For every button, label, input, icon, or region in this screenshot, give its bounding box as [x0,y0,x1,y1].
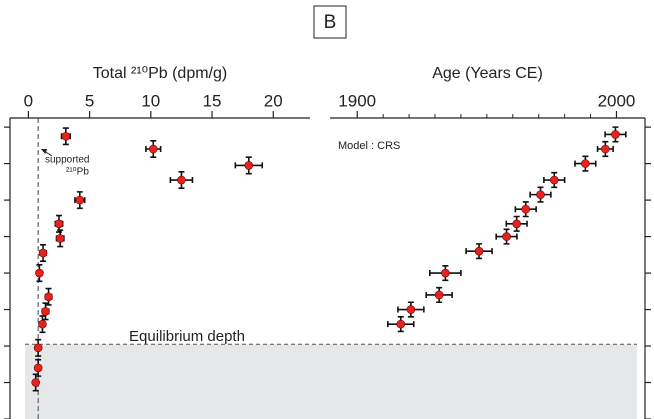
x-axis-title: Age (Years CE) [432,65,543,82]
x-tick-label: 2000 [598,91,636,110]
x-tick-label: 1900 [338,91,376,110]
data-point [35,268,44,278]
data-point [244,161,254,170]
data-point [31,378,41,387]
x-axis-title: Total ²¹⁰Pb (dpm/g) [93,65,227,82]
data-point [581,159,590,168]
data-point [549,175,559,185]
data-point [44,292,53,302]
panel-label-box [313,5,347,39]
model-annotation: Model : CRS [338,140,400,152]
data-point [33,363,43,373]
data-point [75,195,85,205]
data-point [177,175,186,185]
x-tick-label: 15 [203,91,222,110]
data-point [406,305,416,314]
data-point [55,234,65,243]
data-point [33,343,43,353]
data-point [441,268,450,278]
x-tick-label: 5 [85,91,94,110]
x-tick-label: 0 [24,91,33,110]
error-bars [465,243,493,260]
data-point [54,219,64,229]
equilibrium-label-bg [112,330,262,343]
data-point [512,219,521,229]
x-tick-label: 10 [141,91,160,110]
error-bars [234,156,264,175]
data-point [396,319,406,329]
data-point [502,232,511,241]
data-point [611,130,620,139]
equilibrium-zone [25,344,637,419]
data-point [601,144,610,154]
error-bars [505,215,528,232]
data-point [38,248,48,258]
equilibrium-label: Equilibrium depth [129,328,245,345]
data-point [536,190,545,199]
data-point [61,131,71,141]
data-point [434,290,444,300]
data-point [148,144,158,154]
x-tick-label: 20 [264,91,283,110]
supported-label: ²¹⁰Pb [66,167,89,178]
data-point [474,246,484,256]
data-point [521,204,531,214]
panel-label: B [324,12,337,33]
supported-arrowhead [41,149,48,154]
supported-label: supported [45,155,89,166]
data-point [38,319,47,329]
data-point [41,307,50,316]
